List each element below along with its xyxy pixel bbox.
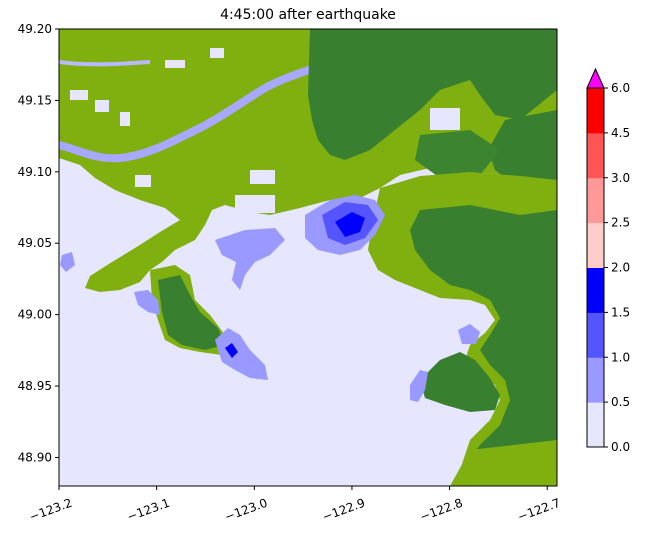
map-layer: [59, 29, 557, 486]
colorbar-segment: [587, 312, 604, 358]
colorbar-segment: [587, 222, 604, 268]
y-tick-label: 49.05: [18, 236, 52, 250]
x-tick-label: −122.7: [516, 496, 563, 524]
flood-roberts-core: [225, 343, 238, 358]
x-tick-label: −122.8: [418, 496, 465, 524]
flood-center-core: [335, 212, 365, 237]
colorbar-tick-label: 4.5: [611, 126, 630, 140]
flood-south: [410, 370, 428, 402]
colorbar-tick-label: 6.0: [611, 81, 630, 95]
plot-frame: [58, 28, 558, 487]
colorbar-tick-label: 0.5: [611, 395, 630, 409]
y-tick-label: 49.00: [18, 308, 52, 322]
flood-far-west: [60, 252, 75, 272]
colorbar-segment: [587, 88, 604, 134]
river: [59, 60, 327, 163]
land-peninsula-south: [420, 352, 500, 412]
river-north: [59, 60, 151, 67]
colorbar-tick-label: 2.5: [611, 216, 630, 230]
colorbar-segment: [587, 402, 604, 448]
x-axis: −123.2 −123.1 −123.0 −122.9 −122.8 −122.7: [27, 486, 562, 524]
flood-southwest: [134, 290, 160, 315]
land-highland-ne: [308, 29, 557, 160]
flood-west: [215, 228, 285, 290]
colorbar-segment: [587, 357, 604, 403]
land-highland-center: [415, 130, 500, 178]
colorbar-tick-label: 1.0: [611, 350, 630, 364]
y-tick-label: 48.95: [18, 379, 52, 393]
flood-roberts: [215, 328, 268, 380]
x-tick-label: −122.9: [320, 496, 367, 524]
colorbar-segment: [587, 267, 604, 313]
y-tick-label: 49.20: [18, 22, 52, 36]
x-tick-label: −123.1: [125, 496, 172, 524]
land-point-roberts-dark: [158, 275, 225, 350]
y-axis: 48.90 48.95 49.00 49.05 49.10 49.15 49.20: [18, 22, 59, 464]
colorbar-tick-label: 2.0: [611, 261, 630, 275]
colorbar-tick-label: 1.5: [611, 305, 630, 319]
colorbar-tick-label: 3.0: [611, 171, 630, 185]
land-southeast-corner: [450, 440, 557, 486]
chart-title: 4:45:00 after earthquake: [220, 7, 396, 23]
flood-east-small: [458, 324, 480, 344]
colorbar: 0.0 0.5 1.0 1.5 2.0 2.5 3.0 4.5 6.0: [586, 67, 630, 454]
colorbar-segment: [587, 177, 604, 224]
y-tick-label: 49.15: [18, 93, 52, 107]
y-tick-label: 49.10: [18, 165, 52, 179]
x-tick-label: −123.0: [223, 496, 270, 524]
colorbar-tick-label: 0.0: [611, 440, 630, 454]
x-tick-label: −123.2: [27, 496, 74, 524]
land-highland-se: [410, 205, 557, 486]
y-tick-label: 48.90: [18, 450, 52, 464]
land-highland-e: [488, 110, 557, 190]
colorbar-segment: [587, 132, 604, 179]
colorbar-extend-triangle: [586, 67, 605, 89]
